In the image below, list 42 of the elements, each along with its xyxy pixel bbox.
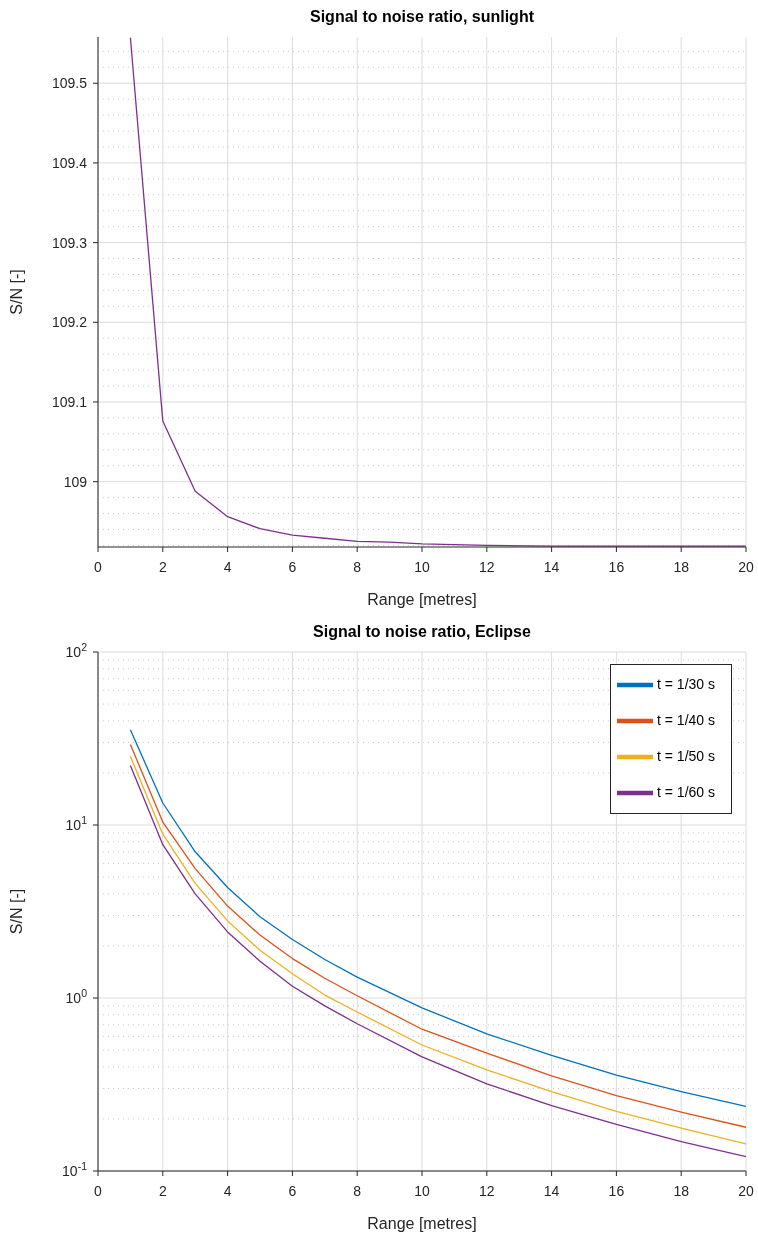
y-tick-label: 109.3 [51,234,88,251]
x-tick-label: 20 [738,1183,754,1199]
x-tick-label: 10 [414,1183,430,1199]
y-tick-label: 109.2 [51,314,88,331]
x-tick-label: 14 [543,1183,560,1199]
x-tick-label: 8 [353,559,362,575]
x-tick-label: 16 [608,1183,625,1199]
x-tick-label: 14 [543,559,560,575]
y-tick-label: 10$^{1}$ [65,814,88,833]
legend-label: t = 1/30 s [657,675,715,692]
x-axis-title: Range [metres] [367,591,477,608]
y-tick-label: 109 [63,473,88,490]
x-tick-label: 2 [158,1183,167,1199]
legend-label: t = 1/40 s [657,711,715,728]
y-tick-label: 109.1 [51,393,88,410]
x-tick-label: 6 [288,559,297,575]
y-axis-title: S/N [-] [7,888,25,935]
x-tick-label: 8 [353,1183,362,1199]
x-tick-label: 20 [738,559,754,575]
x-tick-label: 0 [94,559,103,575]
x-tick-label: 4 [223,1183,232,1199]
chart-title: Signal to noise ratio, Eclipse [312,623,532,641]
y-tick-label: 10$^{2}$ [65,641,88,660]
x-tick-label: 4 [223,559,232,575]
x-tick-label: 12 [479,559,495,575]
legend-label: t = 1/50 s [657,747,715,764]
legend-label: t = 1/60 s [657,783,715,800]
x-axis-title: Range [metres] [367,1215,477,1232]
x-tick-label: 16 [608,559,625,575]
y-tick-label: 109.5 [51,75,88,92]
x-tick-label: 0 [94,1183,103,1199]
x-tick-label: 18 [673,559,690,575]
x-tick-label: 12 [479,1183,495,1199]
y-tick-label: 109.4 [51,154,88,171]
y-axis-title: S/N [-] [7,269,25,315]
x-tick-label: 2 [158,559,167,575]
x-tick-label: 6 [288,1183,297,1199]
y-tick-label: 10$^{-1}$ [62,1160,88,1179]
x-tick-label: 18 [673,1183,690,1199]
x-tick-label: 10 [414,559,430,575]
y-tick-label: 10$^{0}$ [65,987,88,1006]
chart-title: Signal to noise ratio, sunlight [309,8,535,26]
